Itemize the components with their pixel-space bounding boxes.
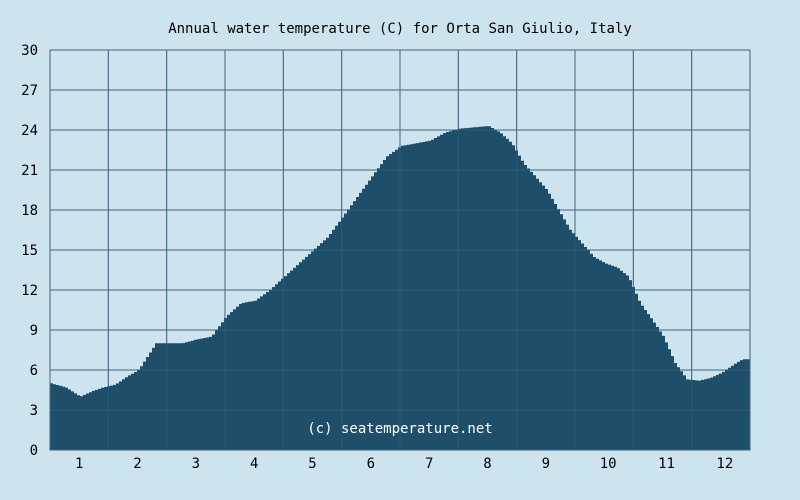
x-axis-ticks: 1 2 3 4 5 6 7 8 9 10 11 12 [75,456,733,472]
y-tick-label: 9 [30,323,38,339]
y-tick-label: 0 [30,443,38,459]
plot-frame [49,49,751,451]
y-tick-label: 30 [21,43,38,59]
temperature-area [50,126,750,450]
x-tick-label: 11 [658,456,675,472]
x-tick-label: 7 [425,456,433,472]
y-tick-label: 24 [21,123,38,139]
y-tick-label: 6 [30,363,38,379]
grid-overlay [49,49,751,451]
y-axis-ticks: 0 3 6 9 12 15 18 21 24 27 30 [21,43,38,459]
x-tick-label: 2 [133,456,141,472]
y-tick-label: 3 [30,403,38,419]
y-tick-label: 15 [21,243,38,259]
x-tick-label: 8 [483,456,491,472]
y-tick-label: 18 [21,203,38,219]
watermark: (c) seatemperature.net [307,421,492,437]
x-tick-label: 3 [192,456,200,472]
y-tick-label: 27 [21,83,38,99]
x-tick-label: 6 [367,456,375,472]
x-tick-label: 9 [542,456,550,472]
x-tick-label: 4 [250,456,258,472]
x-tick-label: 12 [716,456,733,472]
x-tick-label: 5 [308,456,316,472]
x-tick-label: 10 [600,456,617,472]
chart-title: Annual water temperature (C) for Orta Sa… [168,21,632,37]
y-tick-label: 12 [21,283,38,299]
y-tick-label: 21 [21,163,38,179]
x-tick-label: 1 [75,456,83,472]
